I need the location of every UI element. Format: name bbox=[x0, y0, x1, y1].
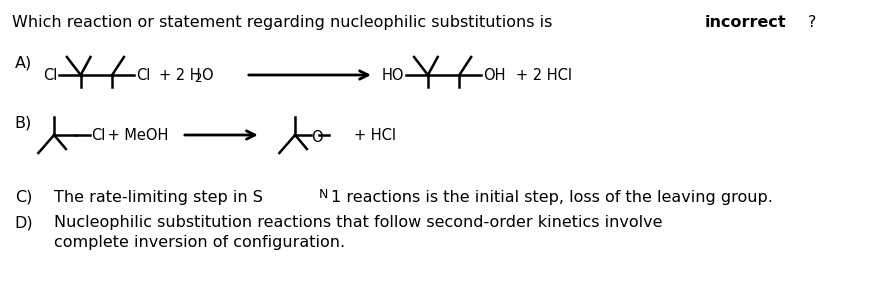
Text: ?: ? bbox=[808, 15, 816, 30]
Text: + 2 H: + 2 H bbox=[159, 68, 201, 82]
Text: The rate-limiting step in S: The rate-limiting step in S bbox=[54, 190, 263, 205]
Text: HO: HO bbox=[382, 68, 404, 82]
Text: Cl: Cl bbox=[136, 68, 150, 82]
Text: + HCI: + HCI bbox=[354, 128, 396, 142]
Text: + 2 HCI: + 2 HCI bbox=[517, 68, 573, 82]
Text: Which reaction or statement regarding nucleophilic substitutions is: Which reaction or statement regarding nu… bbox=[12, 15, 558, 30]
Text: B): B) bbox=[15, 115, 32, 130]
Text: 1 reactions is the initial step, loss of the leaving group.: 1 reactions is the initial step, loss of… bbox=[331, 190, 773, 205]
Text: Cl: Cl bbox=[91, 128, 106, 142]
Text: O: O bbox=[201, 68, 212, 82]
Text: D): D) bbox=[15, 215, 34, 230]
Text: incorrect: incorrect bbox=[704, 15, 786, 30]
Text: Cl: Cl bbox=[43, 68, 57, 82]
Text: A): A) bbox=[15, 55, 32, 70]
Text: + MeOH: + MeOH bbox=[103, 128, 169, 142]
Text: O: O bbox=[311, 130, 322, 144]
Text: N: N bbox=[319, 188, 329, 200]
Text: Nucleophilic substitution reactions that follow second-order kinetics involve: Nucleophilic substitution reactions that… bbox=[54, 215, 662, 230]
Text: 2: 2 bbox=[194, 72, 202, 86]
Text: C): C) bbox=[15, 190, 32, 205]
Text: OH: OH bbox=[483, 68, 505, 82]
Text: complete inversion of configuration.: complete inversion of configuration. bbox=[54, 235, 345, 250]
